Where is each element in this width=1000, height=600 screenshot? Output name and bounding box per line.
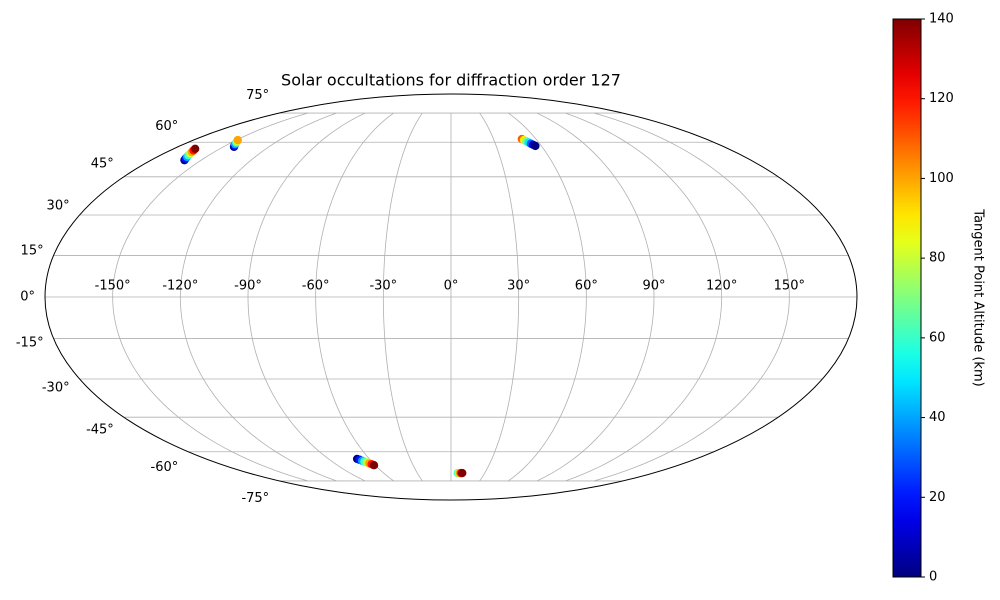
y-tick-label: 30° bbox=[47, 198, 70, 213]
y-tick-label: 15° bbox=[21, 243, 44, 258]
y-tick-label: 0° bbox=[20, 290, 35, 305]
scatter-point bbox=[190, 144, 200, 153]
grid-line bbox=[382, 112, 423, 482]
grid-line bbox=[112, 112, 308, 482]
y-tick-label: -30° bbox=[42, 381, 70, 396]
colorbar-tick-label: 0 bbox=[929, 570, 937, 585]
colorbar-label: Tangent Point Altitude (km) bbox=[971, 208, 986, 386]
map-border bbox=[44, 93, 858, 501]
x-tick-label: 0° bbox=[444, 279, 459, 294]
x-tick-label: 30° bbox=[507, 279, 530, 294]
x-tick-label: -90° bbox=[234, 279, 262, 294]
colorbar-tick-label: 60 bbox=[929, 330, 946, 345]
x-tick-label: -150° bbox=[95, 279, 131, 294]
colorbar-tick-label: 140 bbox=[929, 12, 954, 27]
y-tick-label: -75° bbox=[241, 491, 269, 506]
y-tick-label: 75° bbox=[246, 88, 269, 103]
chart-title: Solar occultations for diffraction order… bbox=[281, 71, 621, 90]
y-tick-label: -45° bbox=[86, 422, 114, 437]
x-tick-label: 60° bbox=[575, 279, 598, 294]
x-tick-label: -60° bbox=[302, 279, 330, 294]
grid-line bbox=[594, 112, 790, 482]
grid-line bbox=[536, 112, 655, 482]
colorbar bbox=[892, 18, 922, 578]
y-tick-label: -15° bbox=[16, 336, 44, 351]
x-tick-label: -120° bbox=[162, 279, 198, 294]
scatter-point bbox=[233, 135, 242, 145]
grid-line bbox=[479, 112, 520, 482]
colorbar-tick-label: 120 bbox=[929, 91, 954, 106]
grid-line bbox=[247, 112, 366, 482]
x-tick-label: 120° bbox=[706, 279, 737, 294]
colorbar-tick-label: 100 bbox=[929, 171, 954, 186]
grid-line bbox=[179, 112, 337, 482]
x-tick-label: -30° bbox=[369, 279, 397, 294]
scatter-point bbox=[458, 468, 467, 478]
colorbar-tick-label: 20 bbox=[929, 490, 946, 505]
grid-line bbox=[315, 112, 394, 482]
x-tick-label: 90° bbox=[642, 279, 665, 294]
scatter-point bbox=[369, 461, 379, 470]
y-tick-label: 45° bbox=[91, 157, 114, 172]
scatter-point bbox=[531, 141, 540, 151]
grid-line bbox=[508, 112, 587, 482]
colorbar-tick-label: 40 bbox=[929, 410, 946, 425]
x-tick-label: 150° bbox=[774, 279, 805, 294]
grid-line bbox=[565, 112, 723, 482]
y-tick-label: 60° bbox=[155, 119, 178, 134]
y-tick-label: -60° bbox=[151, 460, 179, 475]
colorbar-tick-label: 80 bbox=[929, 251, 946, 266]
